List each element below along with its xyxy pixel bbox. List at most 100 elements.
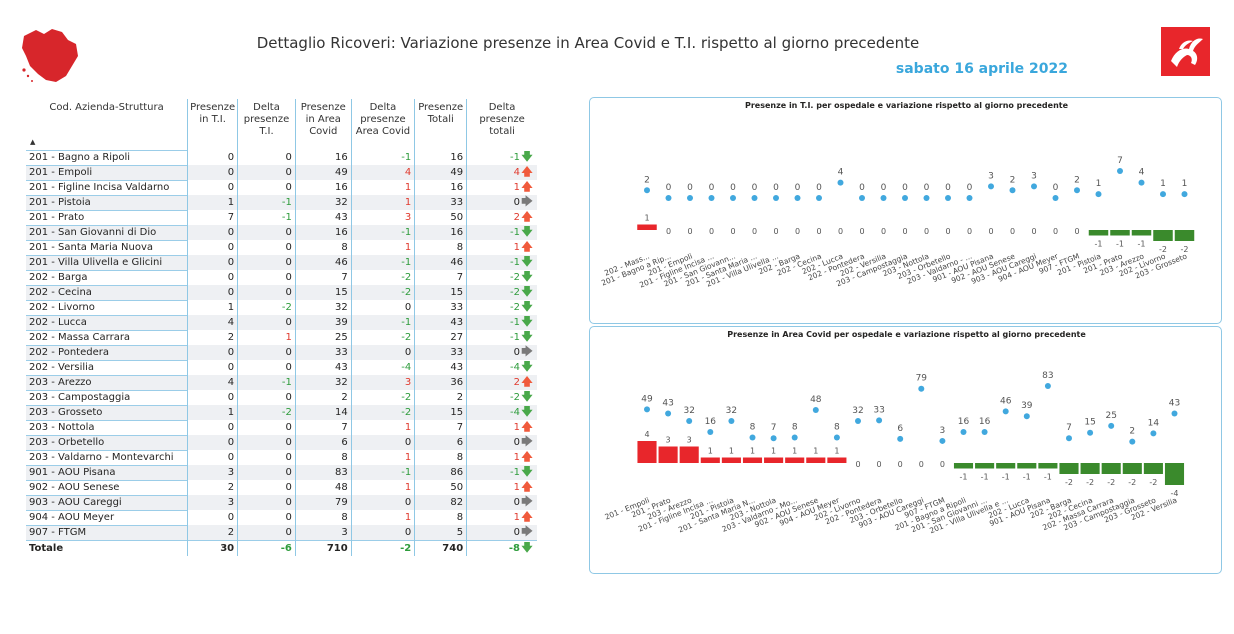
cell-ti: 2 xyxy=(187,480,239,495)
delta-label: 1 xyxy=(792,447,797,456)
cell-total-value: 86 xyxy=(450,466,464,478)
table-row[interactable]: 203 - Orbetello 0 0 6 0 6 0🡆 xyxy=(26,434,537,450)
cell-delta-ti-value: 0 xyxy=(285,361,292,373)
table-row[interactable]: 201 - Pistoia 1 -1 32 1 33 0🡆 xyxy=(26,194,537,210)
table-row[interactable]: 201 - Empoli 0 0 49 4 49 4🡅 xyxy=(26,164,537,180)
cell-ac-value: 8 xyxy=(341,511,348,523)
col-header-delta-ac[interactable]: Delta presenze Area Covid xyxy=(351,99,416,150)
cell-ac-value: 33 xyxy=(334,346,348,358)
table-row[interactable]: 203 - Nottola 0 0 7 1 7 1🡅 xyxy=(26,419,537,435)
cell-delta-ac: 0 xyxy=(351,435,416,450)
presence-point xyxy=(791,434,798,441)
cell-ac-value: 25 xyxy=(334,331,348,343)
table-row[interactable]: 202 - Massa Carrara 2 1 25 -2 27 -1🡇 xyxy=(26,329,537,345)
cell-name: 202 - Livorno xyxy=(26,299,189,315)
cell-delta-total: -2🡇 xyxy=(467,300,537,315)
cell-total-value: 49 xyxy=(450,166,464,178)
cell-ti-value: 3 xyxy=(227,466,235,478)
table-row[interactable]: 203 - Valdarno - Montevarchi 0 0 8 1 8 1🡅 xyxy=(26,449,537,465)
cell-delta-total-value: -1 xyxy=(510,332,520,343)
cell-name: 907 - FTGM xyxy=(26,524,189,541)
cell-delta-ac: -2 xyxy=(351,540,416,556)
cell-delta-total-value: 1 xyxy=(513,242,520,253)
cell-delta-ti-value: 0 xyxy=(285,256,292,268)
table-row[interactable]: 201 - Prato 7 -1 43 3 50 2🡅 xyxy=(26,209,537,225)
col-header-total[interactable]: Presenze Totali xyxy=(414,99,468,150)
presence-point xyxy=(1150,430,1157,437)
table-row[interactable]: 202 - Cecina 0 0 15 -2 15 -2🡇 xyxy=(26,284,537,300)
delta-label: -1 xyxy=(1095,240,1103,249)
table-row[interactable]: 201 - Figline Incisa Valdarno 0 0 16 1 16 1🡅 xyxy=(26,179,537,195)
delta-bar xyxy=(953,463,974,469)
table-row[interactable]: 202 - Barga 0 0 7 -2 7 -2🡇 xyxy=(26,269,537,285)
pegasus-icon xyxy=(1171,38,1203,67)
table-row[interactable]: 203 - Campostaggia 0 0 2 -2 2 -2🡇 xyxy=(26,389,537,405)
presence-point xyxy=(837,179,844,186)
presence-point xyxy=(728,418,735,425)
cell-delta-total-value: -8 xyxy=(508,543,520,554)
cell-delta-ti: 0 xyxy=(237,150,296,165)
delta-label: 0 xyxy=(795,227,800,236)
col-header-delta-total[interactable]: Delta presenze totali xyxy=(479,102,525,137)
cell-name-value: 203 - Campostaggia xyxy=(29,391,131,403)
cell-ti-value: 1 xyxy=(227,301,235,313)
cell-delta-ti: -1 xyxy=(237,375,296,390)
cell-name-value: 904 - AOU Meyer xyxy=(29,511,115,523)
delta-label: 0 xyxy=(902,227,907,236)
cell-delta-total: 0🡆 xyxy=(466,195,537,210)
table-row[interactable]: 201 - San Giovanni di Dio 0 0 16 -1 16 -1🡇 xyxy=(26,224,537,240)
table-row[interactable]: 901 - AOU Pisana 3 0 83 -1 86 -1🡇 xyxy=(26,464,537,480)
presence-point xyxy=(1066,435,1072,442)
sort-up-icon[interactable]: ▲ xyxy=(30,137,36,146)
cell-ac-value: 14 xyxy=(334,406,348,418)
arrow-down-icon: 🡇 xyxy=(521,315,533,328)
delta-label: 0 xyxy=(1031,227,1036,236)
cell-name: 203 - Campostaggia xyxy=(26,389,189,405)
cell-ac: 7 xyxy=(295,420,352,435)
cell-name: 902 - AOU Senese xyxy=(26,479,189,495)
table-total-row[interactable]: Totale 30 -6 710 -2 740 -8🡇 xyxy=(26,540,537,556)
delta-bar xyxy=(1110,230,1130,236)
presence-point xyxy=(707,429,714,436)
table-row[interactable]: 202 - Versilia 0 0 43 -4 43 -4🡇 xyxy=(26,359,537,375)
col-header-ac[interactable]: Presenze in Area Covid xyxy=(295,99,352,150)
cell-name-value: 201 - Villa Ulivella e Glicini xyxy=(29,256,163,268)
cell-ac-value: 3 xyxy=(341,526,348,538)
cell-ti: 0 xyxy=(187,420,239,435)
table-row[interactable]: 201 - Santa Maria Nuova 0 0 8 1 8 1🡅 xyxy=(26,239,537,255)
cell-delta-total: -8🡇 xyxy=(466,540,537,556)
table-row[interactable]: 904 - AOU Meyer 0 0 8 1 8 1🡅 xyxy=(26,509,537,525)
table-row[interactable]: 203 - Arezzo 4 -1 32 3 36 2🡅 xyxy=(26,374,537,390)
col-header-name[interactable]: Cod. Azienda-Struttura ▲ xyxy=(26,99,189,150)
cell-name-value: 903 - AOU Careggi xyxy=(29,496,122,508)
cell-delta-ac-value: 4 xyxy=(404,166,412,178)
presence-label: 0 xyxy=(730,183,736,193)
delta-label: -1 xyxy=(1023,473,1031,482)
table-row[interactable]: 903 - AOU Careggi 3 0 79 0 82 0🡆 xyxy=(26,494,537,510)
col-header-delta-ti[interactable]: Delta presenze T.I. xyxy=(237,99,296,150)
col-header-ti[interactable]: Presenze in T.I. xyxy=(187,99,239,150)
table-row[interactable]: 202 - Livorno 1 -2 32 0 33 -2🡇 xyxy=(26,299,537,315)
presence-label: 0 xyxy=(1053,183,1059,193)
table-row[interactable]: 202 - Pontedera 0 0 33 0 33 0🡆 xyxy=(26,344,537,360)
table-row[interactable]: 907 - FTGM 2 0 3 0 5 0🡆 xyxy=(26,524,537,541)
delta-label: 1 xyxy=(771,447,776,456)
table-row[interactable]: 201 - Bagno a Ripoli 0 0 16 -1 16 -1🡇 xyxy=(26,149,537,165)
arrow-down-icon: 🡇 xyxy=(521,225,533,238)
presence-point xyxy=(816,195,822,201)
cell-delta-total: 0🡆 xyxy=(466,525,537,541)
delta-label: 3 xyxy=(687,436,692,445)
table-row[interactable]: 202 - Lucca 4 0 39 -1 43 -1🡇 xyxy=(26,314,537,330)
cell-total: 43 xyxy=(414,360,468,375)
cell-ac-value: 6 xyxy=(341,436,348,448)
presence-label: 0 xyxy=(666,183,672,193)
table-row[interactable]: 203 - Grosseto 1 -2 14 -2 15 -4🡇 xyxy=(26,404,537,420)
cell-name: 202 - Versilia xyxy=(26,359,189,375)
cell-ac-value: 8 xyxy=(341,241,348,253)
table-row[interactable]: 902 - AOU Senese 2 0 48 1 50 1🡅 xyxy=(26,479,537,495)
cell-name: Totale xyxy=(26,540,189,556)
table-row[interactable]: 201 - Villa Ulivella e Glicini 0 0 46 -1 46 -1… xyxy=(26,254,537,270)
delta-label: -1 xyxy=(1044,473,1052,482)
chart-title: Presenze in Area Covid per ospedale e va… xyxy=(727,330,1086,339)
presence-label: 15 xyxy=(1084,418,1095,428)
